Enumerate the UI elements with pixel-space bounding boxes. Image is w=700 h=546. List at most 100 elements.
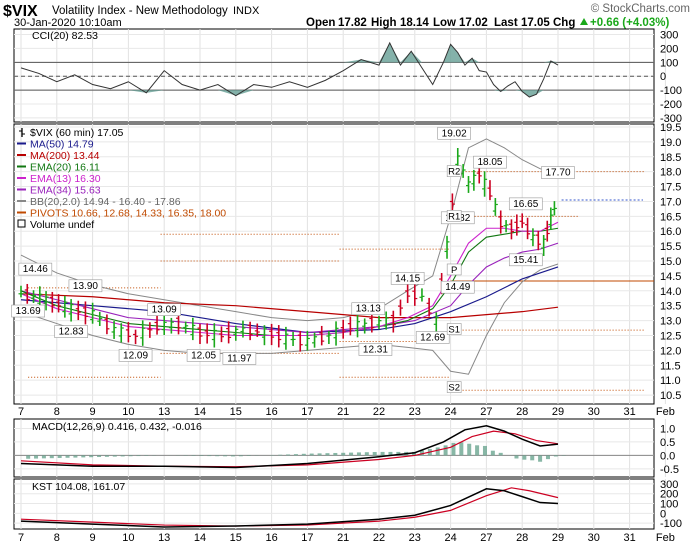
kst-y-tick-label: 200 [660, 489, 678, 501]
datetime-label: 30-Jan-2020 10:10am [14, 17, 122, 29]
legend-entry: EMA(13) 16.30 [30, 173, 101, 185]
macd-histogram-bar [475, 445, 480, 456]
x-tick-label: 28 [516, 406, 528, 418]
price-annotation-box [390, 272, 425, 285]
price-annotation-box [437, 126, 471, 140]
macd-histogram-bar [498, 452, 503, 456]
x-tick-label: 27 [480, 406, 492, 418]
macd-histogram-bar [538, 455, 543, 462]
price-y-tick-label: 15.5 [660, 241, 681, 253]
macd-histogram-bar [356, 452, 361, 456]
x-tick-label-bottom: 31 [623, 532, 635, 544]
price-y-tick-label: 14.0 [660, 286, 681, 298]
macd-histogram-bar [120, 455, 125, 457]
macd-histogram-bar [128, 455, 133, 457]
macd-histogram-bar [286, 454, 291, 456]
last-label: Last [494, 17, 518, 29]
price-annotation-box [508, 197, 543, 211]
price-annotation: 19.02 [442, 128, 467, 139]
axis-layer: 7 7 8 8 9 9 10 10 13 13 14 14 15 15 16 16 17 17 21 21 22 22 23… [18, 30, 682, 544]
price-y-tick-label: 19.5 [660, 122, 681, 134]
kst-layer [20, 487, 559, 528]
kst-y-tick-label: -100 [660, 518, 682, 530]
price-y-tick-label: 14.5 [660, 271, 681, 283]
pivot-label-box [446, 165, 462, 177]
cci-y-tick-label: 100 [660, 57, 678, 69]
macd-histogram-bar [388, 451, 393, 456]
price-annotation: 12.09 [123, 350, 148, 361]
price-annotation-box [68, 279, 103, 293]
macd-histogram-bar [553, 455, 558, 457]
price-annotation: 17.70 [545, 168, 570, 179]
price-y-tick-label: 18.5 [660, 152, 681, 164]
x-tick-label-bottom: 29 [552, 532, 564, 544]
watermark: © StockCharts.com [591, 3, 690, 15]
macd-legend: MACD(12,26,9) 0.416, 0.432, -0.016 [32, 421, 202, 433]
price-y-tick-label: 13.0 [660, 316, 681, 328]
macd-histogram-bar [293, 454, 298, 456]
x-tick-label: 24 [444, 406, 456, 418]
macd-histogram-bar [396, 451, 401, 456]
price-y-tick-label: 11.5 [660, 360, 681, 372]
x-tick-label: 10 [122, 406, 134, 418]
x-tick-label-bottom: 9 [90, 532, 96, 544]
kst-legend: KST 104.08, 161.07 [32, 481, 125, 493]
chg-label: Chg [553, 17, 575, 29]
macd-y-tick-label: 0.0 [660, 450, 675, 462]
price-annotation-box [11, 304, 45, 318]
price-annotation: 12.05 [191, 350, 216, 361]
macd-layer [14, 424, 654, 469]
price-annotation-box [358, 343, 393, 356]
cci-y-tick-label: -200 [660, 99, 682, 111]
price-y-tick-label: 16.0 [660, 226, 681, 238]
legend-entry: $VIX (60 min) 17.05 [30, 127, 124, 139]
price-annotation-box [186, 349, 221, 362]
macd-histogram-bar [34, 455, 39, 459]
price-annotation-box [222, 352, 257, 365]
pivot-label: S1 [448, 325, 460, 336]
cci-oversold-fill [21, 90, 558, 98]
price-annotation: 16.65 [513, 199, 538, 210]
cci-y-tick-label: 200 [660, 43, 678, 55]
high-value: 18.14 [400, 17, 429, 29]
cci-overbought-fill [21, 42, 558, 63]
macd-y-tick-label: 0.5 [660, 437, 675, 449]
macd-line [20, 424, 559, 469]
cci-legend: CCI(20) 82.53 [32, 30, 98, 42]
macd-histogram-bar [482, 445, 487, 456]
macd-histogram-bar [317, 453, 322, 456]
kst-line [20, 488, 559, 528]
pivot-label: R2 [448, 167, 460, 178]
x-tick-label-bottom: 21 [337, 532, 349, 544]
price-y-tick-label: 12.5 [660, 330, 681, 342]
macd-histogram-bar [380, 451, 385, 456]
x-tick-label-bottom: 28 [516, 532, 528, 544]
x-tick-label-bottom: 10 [122, 532, 134, 544]
price-annotation: 12.69 [420, 333, 445, 344]
cci-y-tick-label: -100 [660, 85, 682, 97]
price-annotation: 12.83 [59, 327, 84, 338]
macd-histogram-bar [522, 455, 527, 460]
kst-y-tick-label: 300 [660, 479, 678, 491]
macd-histogram-bar [97, 455, 102, 458]
x-tick-label-bottom: 7 [18, 532, 24, 544]
ma200-line [20, 293, 559, 319]
price-annotation-box [351, 302, 386, 316]
price-annotation-box [147, 303, 181, 316]
last-value: 17.05 [521, 17, 550, 29]
cci-legend-text: CCI(20) 82.53 [32, 30, 98, 42]
price-annotation-box [541, 166, 575, 179]
symbol-name: Volatility Index - New Methodology [52, 5, 228, 17]
macd-histogram-bar [223, 455, 228, 457]
price-annotation-box [508, 253, 543, 267]
price-annotation: 15.41 [513, 255, 538, 266]
kst-y-tick-label: 100 [660, 499, 678, 511]
x-tick-label: 31 [623, 406, 635, 418]
x-tick-label: 8 [54, 406, 60, 418]
x-tick-label: 16 [265, 406, 277, 418]
x-tick-label: 21 [337, 406, 349, 418]
macd-histogram-bar [349, 452, 354, 456]
legend-entry: EMA(34) 15.63 [30, 185, 101, 197]
macd-histogram-bar [301, 453, 306, 456]
cci-line [20, 41, 559, 98]
